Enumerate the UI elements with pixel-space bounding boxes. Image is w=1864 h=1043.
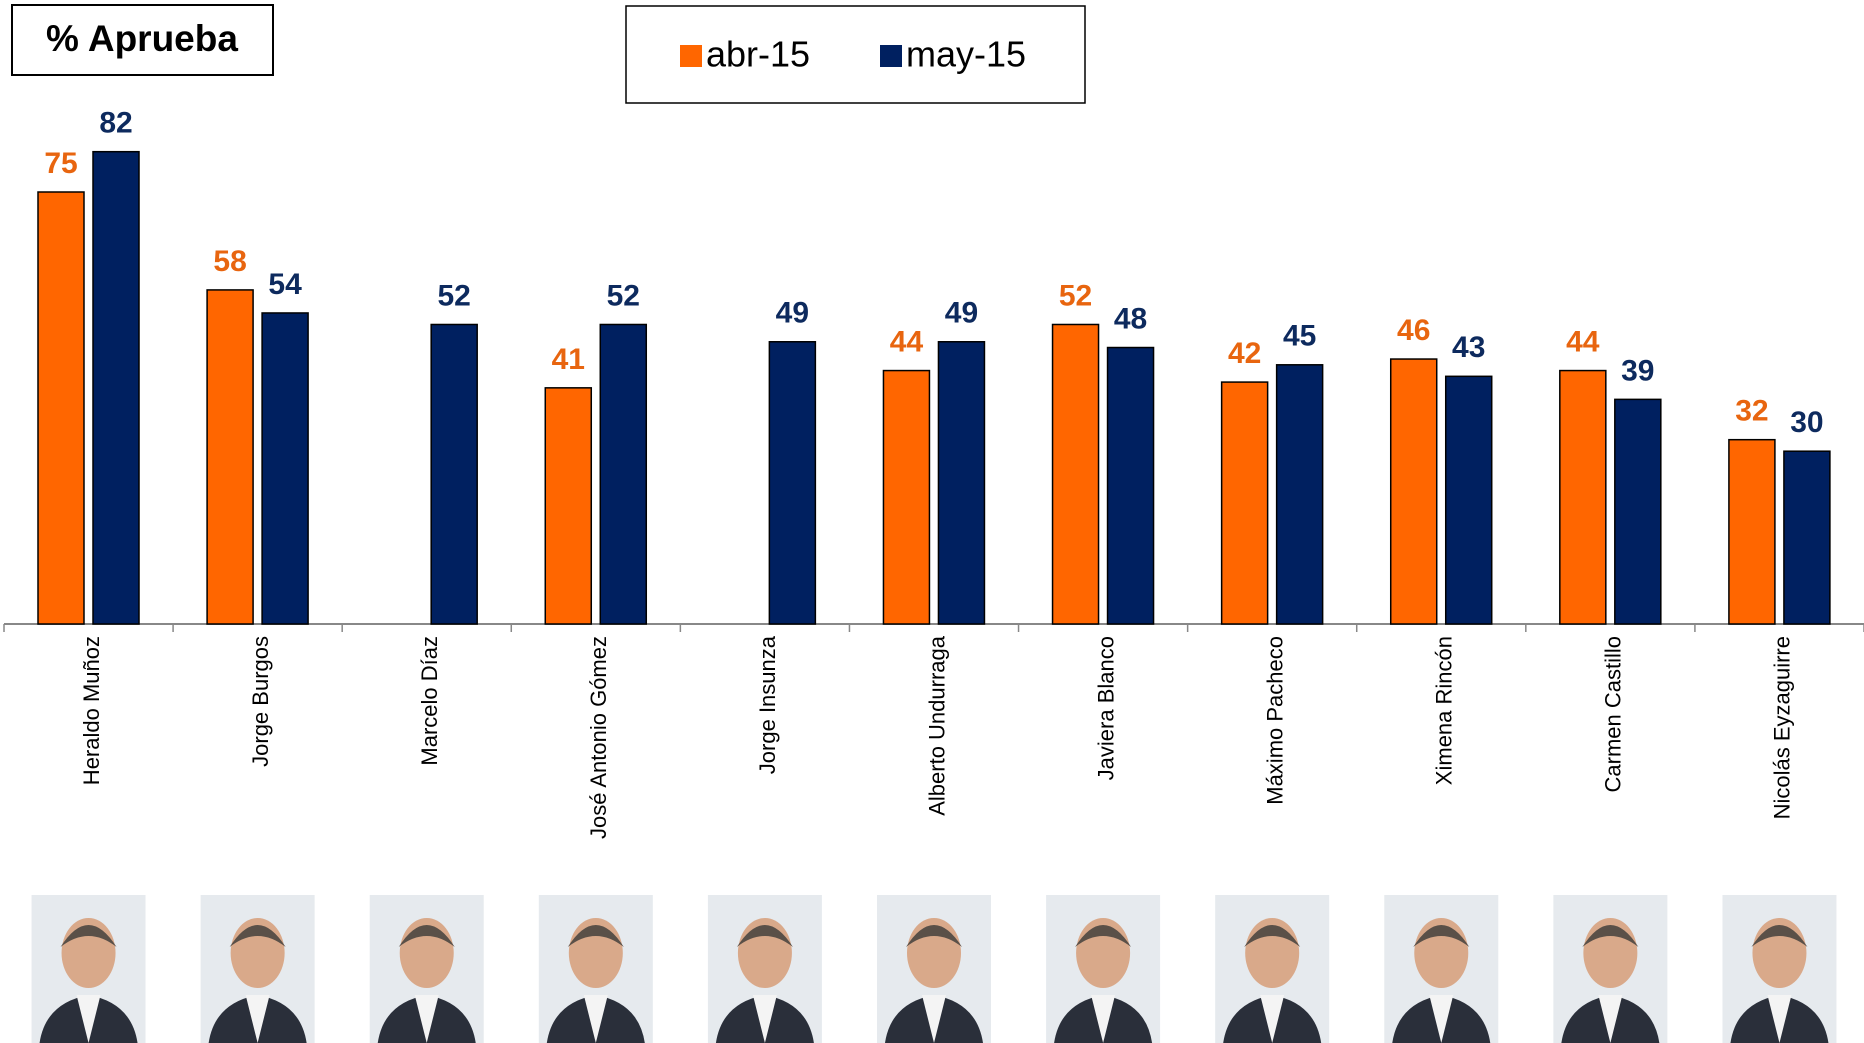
- bar: [882, 369, 931, 625]
- value-label: 32: [1735, 395, 1768, 428]
- bar: [937, 341, 986, 625]
- portrait-hair: [1075, 925, 1132, 947]
- x-tick-label: Jorge Insunza: [755, 635, 780, 774]
- x-tick-label: Máximo Pacheco: [1262, 636, 1287, 805]
- portrait-shirt: [76, 995, 101, 1043]
- value-label: 44: [1566, 325, 1600, 358]
- value-label: 52: [437, 279, 470, 312]
- bar: [1444, 375, 1493, 625]
- portrait-hair: [229, 925, 286, 947]
- portrait-shirt: [922, 995, 946, 1043]
- bar: [37, 191, 85, 625]
- bar: [544, 387, 593, 625]
- bar: [1783, 450, 1831, 625]
- bar: [599, 323, 648, 625]
- bar: [92, 150, 140, 625]
- bar: [261, 312, 309, 625]
- portrait-hair: [906, 925, 962, 947]
- x-tick-label: Carmen Castillo: [1601, 636, 1626, 793]
- x-tick-label: Javiera Blanco: [1093, 636, 1118, 780]
- value-label: 39: [1621, 354, 1654, 387]
- bar: [1220, 381, 1269, 625]
- bar: [1051, 323, 1100, 625]
- portrait-hair: [736, 925, 793, 947]
- portrait-shirt: [1598, 995, 1623, 1043]
- portrait-hair: [398, 925, 455, 947]
- bar: [430, 323, 478, 625]
- portrait-shirt: [752, 995, 777, 1043]
- title-box: [11, 4, 274, 76]
- x-tick-label: Alberto Undurraga: [924, 635, 949, 816]
- legend-label: abr-15: [706, 34, 810, 75]
- value-label: 82: [99, 107, 132, 140]
- bar: [768, 341, 817, 625]
- legend-label: may-15: [906, 34, 1026, 75]
- x-tick-label: Heraldo Muñoz: [79, 636, 104, 785]
- x-tick-label: Nicolás Eyzaguirre: [1770, 636, 1795, 819]
- value-label: 45: [1283, 320, 1316, 353]
- x-tick-label: Ximena Rincón: [1432, 636, 1457, 785]
- portrait-hair: [1582, 925, 1639, 947]
- bar: [1275, 364, 1324, 625]
- value-label: 49: [945, 297, 978, 330]
- bar: [1728, 438, 1776, 625]
- value-label: 75: [44, 147, 77, 180]
- value-label: 43: [1452, 331, 1485, 364]
- portrait-shirt: [414, 995, 439, 1043]
- chart-title: % Aprueba: [46, 18, 238, 59]
- value-label: 42: [1228, 337, 1261, 370]
- legend: abr-15 may-15: [680, 34, 1026, 75]
- portrait-shirt: [1429, 995, 1454, 1043]
- bar: [1106, 346, 1155, 625]
- portrait-hair: [567, 925, 624, 947]
- portrait-shirt: [1260, 995, 1285, 1043]
- value-label: 58: [213, 245, 246, 278]
- portrait-shirt: [1091, 995, 1116, 1043]
- x-tick-label: Jorge Burgos: [248, 636, 273, 767]
- value-label: 30: [1790, 406, 1823, 439]
- legend-swatch: [880, 45, 902, 67]
- bar: [1559, 369, 1607, 625]
- value-label: 52: [607, 279, 640, 312]
- portrait-hair: [60, 925, 117, 947]
- value-label: 46: [1397, 314, 1430, 347]
- bar: [1614, 398, 1662, 625]
- bar: [1389, 358, 1438, 625]
- legend-swatch: [680, 45, 702, 67]
- value-label: 49: [776, 297, 809, 330]
- legend-box: [625, 5, 1086, 104]
- portrait-shirt: [583, 995, 608, 1043]
- x-tick-label: Marcelo Díaz: [417, 636, 442, 766]
- portrait-shirt: [1767, 995, 1792, 1043]
- portrait-shirt: [245, 995, 270, 1043]
- value-label: 41: [552, 343, 585, 376]
- portrait-hair: [1413, 925, 1470, 947]
- value-label: 54: [268, 268, 302, 301]
- portrait-hair: [1244, 925, 1301, 947]
- bar: [206, 289, 254, 625]
- x-tick-label: José Antonio Gómez: [586, 636, 611, 839]
- portrait-hair: [1751, 925, 1808, 947]
- value-label: 48: [1114, 302, 1147, 335]
- value-label: 52: [1059, 279, 1092, 312]
- value-label: 44: [890, 325, 924, 358]
